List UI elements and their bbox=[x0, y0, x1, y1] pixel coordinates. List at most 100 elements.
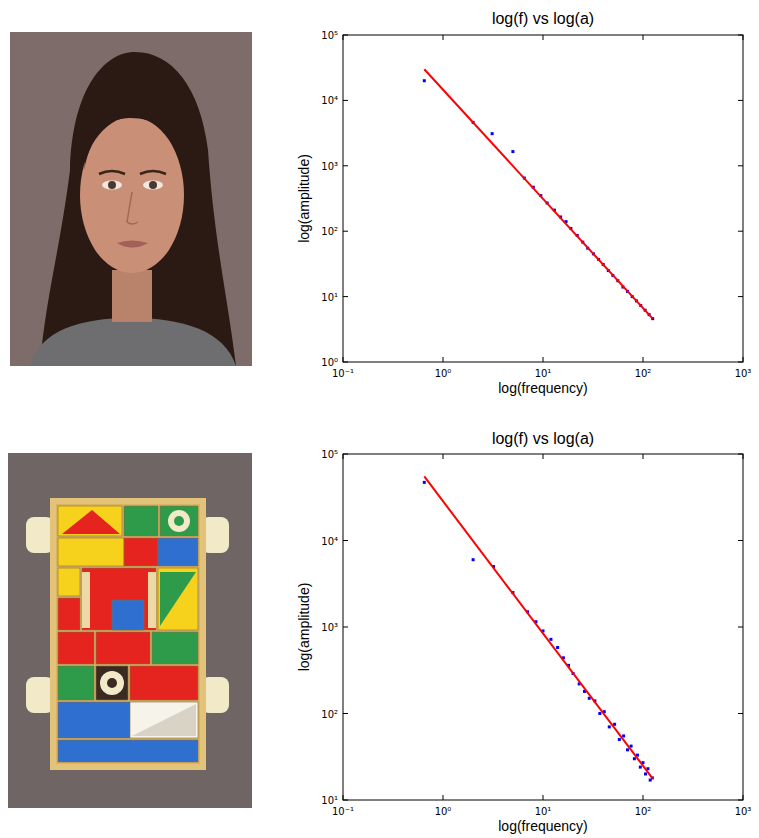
y-tick bbox=[343, 800, 348, 801]
x-tick bbox=[543, 35, 544, 40]
block bbox=[130, 666, 198, 700]
x-tick-label: 10³ bbox=[735, 806, 752, 817]
y-tick-label: 10¹ bbox=[321, 795, 338, 806]
y-tick-label: 10³ bbox=[321, 622, 338, 633]
brow bbox=[99, 171, 125, 174]
wheel bbox=[26, 677, 54, 713]
x-tick bbox=[643, 795, 644, 800]
y-tick bbox=[738, 627, 743, 628]
plot-area bbox=[343, 454, 743, 800]
data-point bbox=[423, 79, 426, 82]
x-tick-label: 10³ bbox=[735, 368, 752, 379]
y-tick-label: 10¹ bbox=[321, 292, 338, 303]
data-point bbox=[423, 481, 426, 484]
x-axis-title: log(frequency) bbox=[498, 380, 588, 396]
ring-hole bbox=[174, 516, 184, 526]
y-axis-title: log(amplitude) bbox=[296, 583, 312, 672]
y-tick-label: 10⁵ bbox=[321, 30, 338, 41]
data-point bbox=[598, 712, 601, 715]
data-point bbox=[491, 132, 494, 135]
block-triangle bbox=[62, 510, 120, 534]
y-tick-label: 10² bbox=[321, 226, 338, 237]
iris bbox=[108, 181, 116, 189]
plot-area bbox=[343, 35, 743, 362]
marks bbox=[423, 69, 654, 320]
data-point bbox=[633, 757, 636, 760]
block bbox=[158, 538, 198, 566]
x-tick bbox=[743, 795, 744, 800]
neck bbox=[112, 270, 152, 322]
block bbox=[58, 506, 122, 536]
block bbox=[160, 506, 198, 536]
y-tick bbox=[343, 165, 348, 166]
y-tick-label: 10⁰ bbox=[321, 357, 338, 368]
x-tick-label: 10⁰ bbox=[435, 806, 452, 817]
shirt bbox=[30, 318, 236, 366]
chart: 10⁻¹10⁰10¹10²10³10⁰10¹10²10³10⁴10⁵log(f)… bbox=[296, 10, 751, 396]
ring bbox=[100, 671, 124, 695]
cart-inner bbox=[56, 504, 200, 764]
y-tick bbox=[738, 165, 743, 166]
block bbox=[96, 632, 150, 664]
x-tick bbox=[643, 454, 644, 459]
data-point bbox=[608, 725, 611, 728]
block bbox=[96, 666, 128, 700]
chart-title: log(f) vs log(a) bbox=[492, 10, 594, 27]
pillar bbox=[82, 572, 90, 628]
face bbox=[80, 117, 184, 273]
y-tick bbox=[738, 713, 743, 714]
x-axis-title: log(frequency) bbox=[498, 818, 588, 834]
y-tick bbox=[738, 296, 743, 297]
x-tick-label: 10⁰ bbox=[435, 368, 452, 379]
pillar bbox=[148, 572, 156, 628]
data-point bbox=[644, 772, 647, 775]
block bbox=[158, 568, 198, 630]
x-tick bbox=[343, 35, 344, 40]
x-tick bbox=[543, 454, 544, 459]
photo-background bbox=[10, 32, 252, 366]
fringe bbox=[84, 96, 182, 170]
x-tick-label: 10¹ bbox=[535, 368, 552, 379]
marks bbox=[423, 476, 654, 781]
y-tick bbox=[738, 100, 743, 101]
x-tick bbox=[643, 357, 644, 362]
block bbox=[58, 568, 80, 596]
y-tick bbox=[738, 362, 743, 363]
wheel bbox=[26, 517, 54, 553]
y-tick bbox=[738, 800, 743, 801]
data-point bbox=[549, 638, 552, 641]
y-tick bbox=[343, 35, 348, 36]
x-tick-label: 10⁻¹ bbox=[332, 806, 354, 817]
block bbox=[112, 600, 144, 630]
y-tick bbox=[343, 100, 348, 101]
figure: 10⁻¹10⁰10¹10²10³10⁰10¹10²10³10⁴10⁵log(f)… bbox=[0, 0, 759, 838]
block bbox=[58, 632, 94, 664]
lips bbox=[117, 241, 148, 248]
x-tick-label: 10⁻¹ bbox=[332, 368, 354, 379]
data-point bbox=[626, 748, 629, 751]
x-tick-label: 10² bbox=[635, 806, 652, 817]
x-tick-label: 10¹ bbox=[535, 806, 552, 817]
x-tick bbox=[643, 35, 644, 40]
brow bbox=[140, 171, 166, 174]
y-tick-label: 10² bbox=[321, 709, 338, 720]
block bbox=[58, 702, 130, 738]
photo-background bbox=[8, 453, 252, 808]
data-point bbox=[639, 766, 642, 769]
block bbox=[58, 666, 94, 700]
chart-title: log(f) vs log(a) bbox=[492, 430, 594, 447]
y-tick bbox=[738, 454, 743, 455]
plot-frame bbox=[343, 35, 743, 362]
plot-frame bbox=[343, 454, 743, 800]
y-tick-label: 10³ bbox=[321, 161, 338, 172]
eye-white bbox=[102, 181, 122, 190]
face-photo bbox=[10, 32, 252, 366]
x-tick bbox=[443, 454, 444, 459]
ring bbox=[168, 510, 190, 532]
data-point bbox=[618, 738, 621, 741]
block bbox=[58, 740, 198, 762]
block bbox=[58, 598, 80, 630]
x-tick bbox=[543, 795, 544, 800]
y-tick bbox=[738, 231, 743, 232]
x-tick bbox=[443, 357, 444, 362]
